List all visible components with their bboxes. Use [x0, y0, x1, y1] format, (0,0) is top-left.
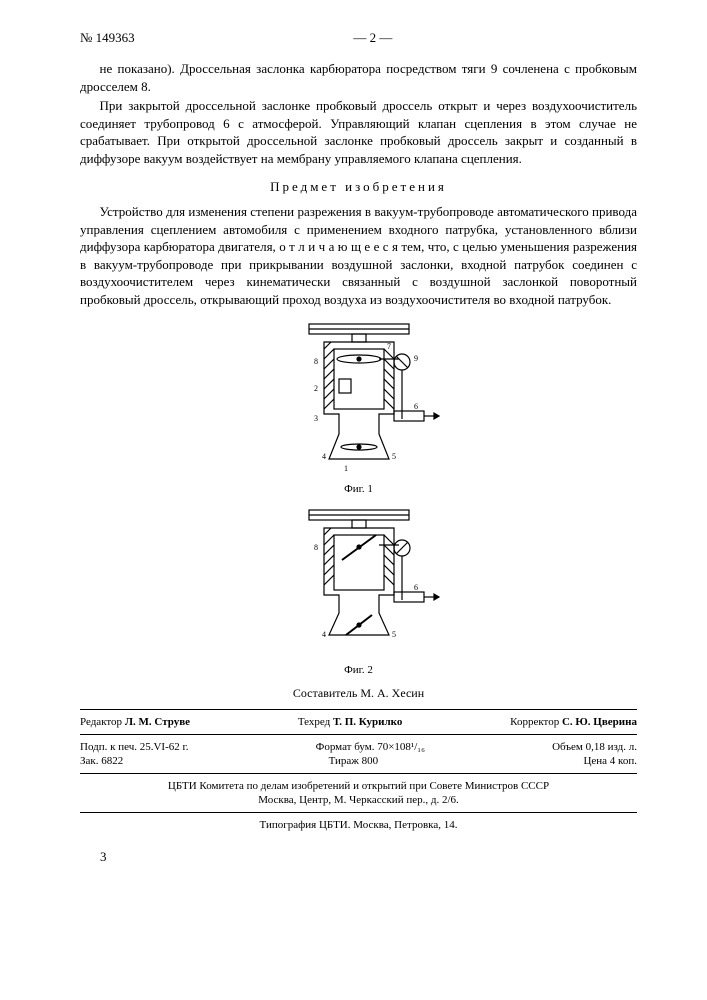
compiler-text: Составитель М. А. Хесин [293, 686, 424, 700]
paragraph-2: При закрытой дроссельной заслонке пробко… [80, 97, 637, 167]
typography-line: Типография ЦБТИ. Москва, Петровка, 14. [80, 819, 637, 831]
credits-row: Редактор Л. М. Струве Техред Т. П. Курил… [80, 716, 637, 728]
separator-1 [80, 709, 637, 710]
claim-paragraph: Устройство для изменения степени разреже… [80, 203, 637, 308]
document-number: № 149363 [80, 30, 135, 46]
svg-text:6: 6 [414, 402, 418, 411]
carburetor-diagram-1: 8 2 3 4 1 5 6 9 7 [274, 319, 444, 474]
bottom-page-number: 3 [100, 849, 637, 865]
paragraph-1: не показано). Дроссельная заслонка карбю… [80, 60, 637, 95]
section-title: Предмет изобретения [80, 179, 637, 195]
paper-format: Формат бум. 70×108¹/₁₆ [316, 741, 425, 753]
editor-credit: Редактор Л. М. Струве [80, 716, 190, 728]
svg-text:4: 4 [322, 630, 326, 639]
claim-text: Устройство для изменения степени разреже… [80, 203, 637, 308]
price: Цена 4 коп. [583, 755, 637, 767]
svg-text:4: 4 [322, 452, 326, 461]
page-marker: — 2 — [353, 30, 392, 46]
figure-1-caption: Фиг. 1 [80, 483, 637, 495]
svg-text:2: 2 [314, 384, 318, 393]
volume: Объем 0,18 изд. л. [552, 741, 637, 753]
svg-text:5: 5 [392, 452, 396, 461]
svg-text:3: 3 [314, 414, 318, 423]
svg-text:8: 8 [314, 357, 318, 366]
publisher-line-1: ЦБТИ Комитета по делам изобретений и отк… [80, 780, 637, 792]
print-run: Тираж 800 [329, 755, 379, 767]
svg-text:9: 9 [414, 354, 418, 363]
body-text: не показано). Дроссельная заслонка карбю… [80, 60, 637, 167]
figure-2-caption: Фиг. 2 [80, 664, 637, 676]
techred-credit: Техред Т. П. Курилко [298, 716, 402, 728]
svg-text:1: 1 [344, 464, 348, 473]
imprint-row-1: Подп. к печ. 25.VI-62 г. Формат бум. 70×… [80, 741, 637, 753]
svg-text:7: 7 [387, 342, 391, 351]
compiler-line: Составитель М. А. Хесин [80, 686, 637, 701]
order-number: Зак. 6822 [80, 755, 123, 767]
separator-3 [80, 773, 637, 774]
svg-text:6: 6 [414, 583, 418, 592]
publisher-line-2: Москва, Центр, М. Черкасский пер., д. 2/… [80, 794, 637, 806]
svg-text:5: 5 [392, 630, 396, 639]
figure-2: 8 4 5 6 [80, 505, 637, 660]
corrector-credit: Корректор С. Ю. Цверина [510, 716, 637, 728]
separator-2 [80, 734, 637, 735]
carburetor-diagram-2: 8 4 5 6 [274, 505, 444, 655]
imprint-row-2: Зак. 6822 Тираж 800 Цена 4 коп. [80, 755, 637, 767]
page-container: № 149363 — 2 — не показано). Дроссельная… [0, 0, 707, 1000]
svg-text:8: 8 [314, 543, 318, 552]
figure-1: 8 2 3 4 1 5 6 9 7 [80, 319, 637, 479]
page-header: № 149363 — 2 — [80, 30, 637, 46]
separator-4 [80, 812, 637, 813]
header-spacer [611, 30, 637, 46]
print-date: Подп. к печ. 25.VI-62 г. [80, 741, 189, 753]
